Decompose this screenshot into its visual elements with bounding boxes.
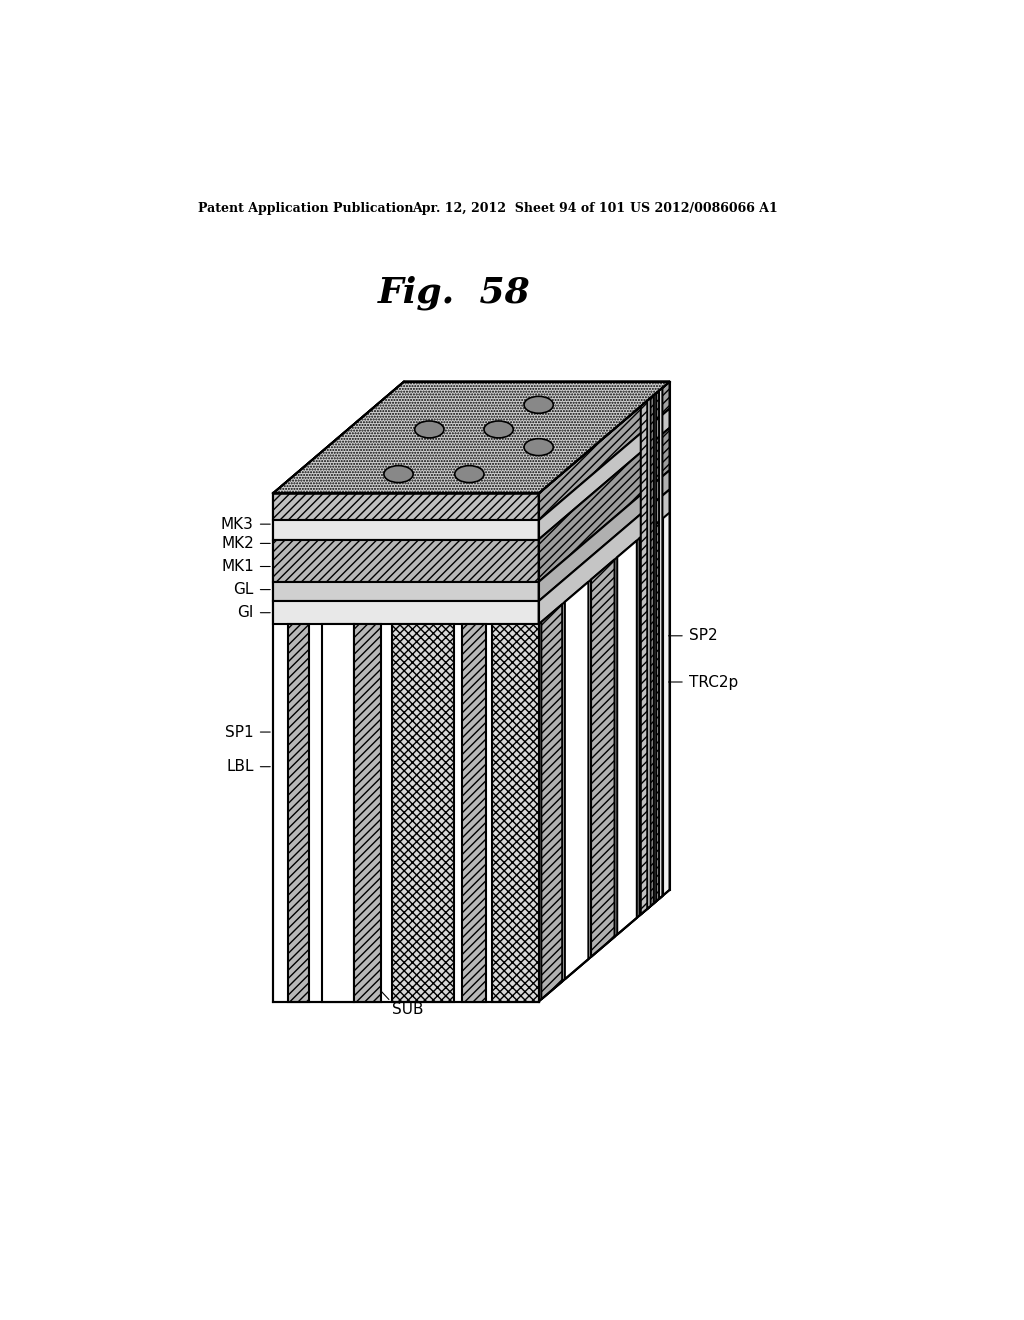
Text: GL: GL <box>233 582 254 597</box>
Polygon shape <box>273 381 670 494</box>
Text: MK2: MK2 <box>221 536 254 550</box>
Polygon shape <box>617 540 637 935</box>
Polygon shape <box>539 470 670 601</box>
Text: Apr. 12, 2012  Sheet 94 of 101: Apr. 12, 2012 Sheet 94 of 101 <box>412 202 625 215</box>
Ellipse shape <box>524 396 553 413</box>
Ellipse shape <box>524 438 553 455</box>
Text: MK1: MK1 <box>221 558 254 574</box>
Polygon shape <box>641 395 654 915</box>
Polygon shape <box>462 624 486 1002</box>
Polygon shape <box>659 388 663 899</box>
Polygon shape <box>565 582 589 979</box>
Polygon shape <box>273 494 539 1002</box>
Polygon shape <box>493 624 539 1002</box>
Polygon shape <box>542 605 562 999</box>
Polygon shape <box>322 624 354 1002</box>
Polygon shape <box>539 409 670 540</box>
Text: LBL: LBL <box>226 759 254 775</box>
Polygon shape <box>539 381 670 1002</box>
Polygon shape <box>539 490 670 624</box>
Polygon shape <box>591 560 614 957</box>
Text: TRC2p: TRC2p <box>689 675 738 689</box>
Text: Patent Application Publication: Patent Application Publication <box>198 202 413 215</box>
Polygon shape <box>273 381 670 494</box>
Ellipse shape <box>415 421 444 438</box>
Ellipse shape <box>455 466 484 483</box>
Polygon shape <box>654 393 656 903</box>
Polygon shape <box>273 601 539 624</box>
Polygon shape <box>273 540 539 582</box>
Polygon shape <box>354 624 381 1002</box>
Ellipse shape <box>384 466 413 483</box>
Polygon shape <box>639 519 663 916</box>
Polygon shape <box>273 582 539 601</box>
Text: GI: GI <box>238 605 254 620</box>
Text: Fig.  58: Fig. 58 <box>378 276 530 310</box>
Text: US 2012/0086066 A1: US 2012/0086066 A1 <box>630 202 777 215</box>
Polygon shape <box>273 520 539 540</box>
Text: MK3: MK3 <box>221 516 254 532</box>
Polygon shape <box>273 494 539 520</box>
Text: SP2: SP2 <box>689 628 718 643</box>
Polygon shape <box>273 381 670 494</box>
Polygon shape <box>539 428 670 582</box>
Ellipse shape <box>484 421 513 438</box>
Polygon shape <box>289 624 309 1002</box>
Text: SP1: SP1 <box>225 725 254 739</box>
Polygon shape <box>539 381 670 520</box>
Text: SUB: SUB <box>392 1002 424 1016</box>
Polygon shape <box>392 624 454 1002</box>
Polygon shape <box>647 397 650 909</box>
